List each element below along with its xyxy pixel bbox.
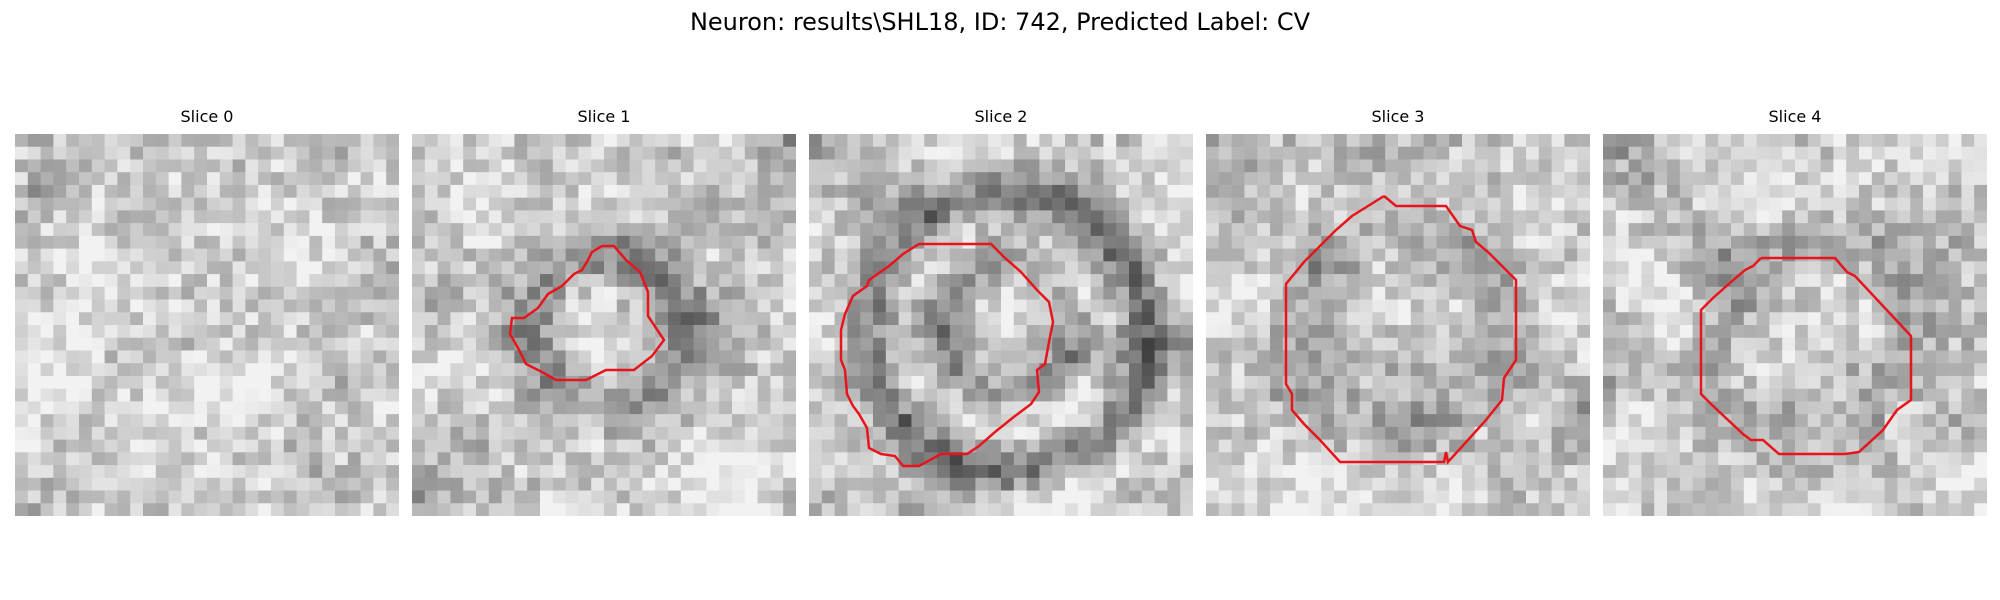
slice-title-1: Slice 1 <box>577 107 631 126</box>
figure-title: Neuron: results\SHL18, ID: 742, Predicte… <box>689 8 1311 36</box>
slice-panel-2: Slice 2 <box>809 107 1193 516</box>
slice-title-4: Slice 4 <box>1768 107 1822 126</box>
slice-title-2: Slice 2 <box>974 107 1028 126</box>
slice-image-4 <box>1603 134 1987 516</box>
slice-panel-1: Slice 1 <box>412 107 796 516</box>
slice-panel-3: Slice 3 <box>1206 107 1590 516</box>
slice-panel-0: Slice 0 <box>15 107 399 516</box>
segmentation-outline <box>1284 194 1518 465</box>
slice-panel-4: Slice 4 <box>1603 107 1987 516</box>
slice-title-3: Slice 3 <box>1371 107 1425 126</box>
slice-title-0: Slice 0 <box>180 107 234 126</box>
slice-image-0 <box>15 134 399 516</box>
segmentation-outline <box>1699 256 1913 456</box>
slice-image-2 <box>809 134 1193 516</box>
segmentation-outline <box>839 242 1055 468</box>
slice-image-1 <box>412 134 796 516</box>
slice-image-3 <box>1206 134 1590 516</box>
segmentation-outline <box>508 244 666 382</box>
